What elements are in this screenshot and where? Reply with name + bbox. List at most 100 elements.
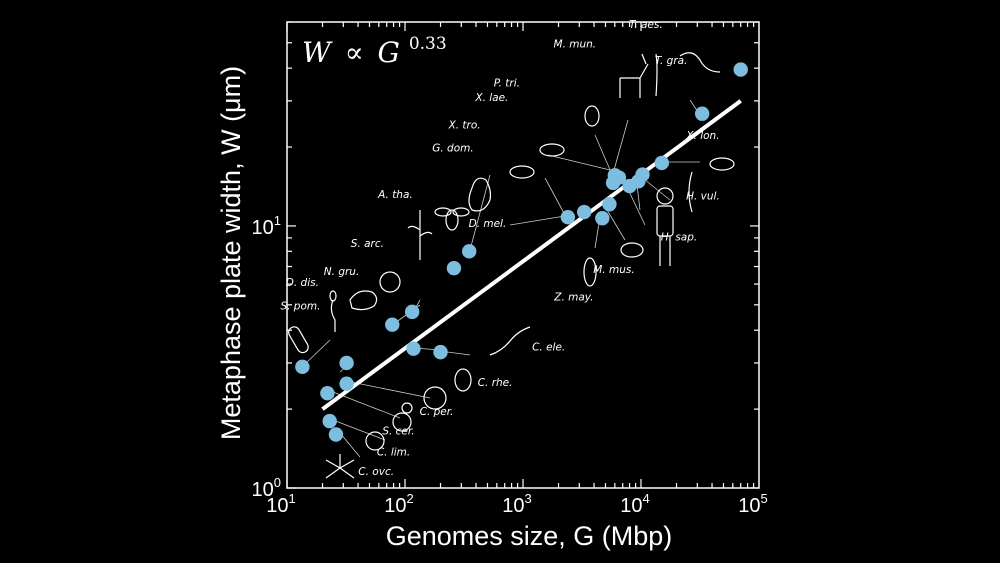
species-label: D. dis. <box>286 277 319 289</box>
species-icons <box>288 52 735 479</box>
species-label: A. tha. <box>377 189 413 201</box>
species-label: M. mus. <box>593 264 634 276</box>
x-axis-title: Genomes size, G (Mbp) <box>386 521 673 551</box>
species-label: H. sap. <box>661 231 697 243</box>
formula-base: G <box>378 36 400 69</box>
species-label: Z. may. <box>553 291 593 303</box>
leader-line <box>304 339 331 365</box>
amoeba-icon <box>349 290 378 311</box>
species-label: S. cer. <box>382 426 414 438</box>
data-point <box>339 355 354 371</box>
x-tick-label: 103 <box>502 491 531 517</box>
data-point <box>295 359 310 375</box>
leader-line <box>469 174 491 251</box>
species-label: D. mel. <box>469 218 507 230</box>
x-tick-label: 105 <box>738 491 767 517</box>
scaling-formula: W ∝ G 0.33 <box>302 34 447 69</box>
leader-line <box>339 432 361 458</box>
data-point <box>320 386 335 401</box>
frog-large-icon <box>709 157 735 171</box>
species-label: C. rhe. <box>478 377 513 389</box>
species-label: T. aes. <box>629 19 663 31</box>
fly-wing-icon <box>434 207 452 217</box>
data-point <box>339 376 354 391</box>
x-tick-label: 101 <box>266 491 295 517</box>
species-label: S. pom. <box>280 300 320 312</box>
species-label: X. lae. <box>474 92 508 104</box>
corn-icon <box>583 257 597 287</box>
species-label: N. gru. <box>324 266 360 278</box>
data-point <box>694 106 710 121</box>
data-point <box>733 62 748 77</box>
leader-line <box>594 134 612 173</box>
species-label: M. mun. <box>554 38 597 50</box>
deer-icon <box>619 53 649 98</box>
wheat-icon <box>655 53 658 97</box>
fission-yeast-icon <box>288 326 309 354</box>
worm-icon <box>489 326 531 356</box>
data-point <box>654 155 669 171</box>
data-point <box>433 344 448 360</box>
slime-mold-icon <box>329 290 337 302</box>
data-point <box>446 260 462 276</box>
species-label: G. dom. <box>432 143 473 155</box>
species-label: P. tri. <box>494 78 520 90</box>
x-tick-label: 102 <box>384 491 413 517</box>
data-point <box>602 197 617 212</box>
yeast-bud-icon <box>401 402 413 414</box>
data-point <box>635 167 650 182</box>
fly-wing-icon <box>452 207 470 217</box>
species-label: T. gra. <box>655 55 688 67</box>
species-label: X. lon. <box>685 130 719 142</box>
data-point <box>406 341 421 356</box>
leader-line <box>332 391 401 419</box>
salamander-icon <box>679 52 721 73</box>
human-icon <box>656 187 674 205</box>
y-tick-label: 101 <box>252 213 281 239</box>
formula-lhs: W <box>302 36 333 69</box>
fit-line <box>321 99 742 411</box>
species-label: S. arc. <box>351 238 384 250</box>
species-label: C. ele. <box>532 341 565 353</box>
ring-cell-icon <box>423 386 447 410</box>
yeast-icon <box>392 412 412 432</box>
rotifer-icon <box>454 368 472 392</box>
mouse-body-icon <box>620 242 644 258</box>
fly-icon <box>445 209 459 231</box>
data-point <box>595 211 610 226</box>
formula-relation: ∝ <box>345 36 364 69</box>
data-point <box>462 244 477 259</box>
leader-line <box>509 215 566 226</box>
species-label: X. tro. <box>448 120 481 132</box>
ciliate-icon <box>379 271 401 293</box>
data-point <box>611 170 627 185</box>
data-point <box>322 413 337 429</box>
plant-icon <box>407 210 433 260</box>
y-tick-label: 100 <box>252 475 281 501</box>
human-body-icon <box>656 205 674 237</box>
data-points <box>295 62 748 442</box>
x-tick-label: 104 <box>620 491 649 517</box>
star-cell-icon <box>325 454 355 479</box>
leader-line <box>332 419 386 441</box>
human-legs-icon <box>659 236 671 266</box>
data-point <box>328 427 344 442</box>
axis-ticks <box>286 21 759 489</box>
data-point <box>385 317 400 332</box>
mouse-icon <box>584 105 600 127</box>
data-point <box>576 204 592 220</box>
leader-line <box>350 381 431 399</box>
formula-exponent: 0.33 <box>409 34 447 54</box>
species-label: H. vul. <box>686 191 720 203</box>
barley-icon <box>688 171 693 213</box>
leader-line <box>547 154 611 171</box>
leader-line <box>613 119 629 171</box>
data-point <box>560 209 576 225</box>
y-axis-title: Metaphase plate width, W (μm) <box>216 66 246 440</box>
species-label: C. per. <box>420 406 454 418</box>
frog-icon <box>539 143 565 157</box>
species-label: C. ovc. <box>358 466 394 478</box>
